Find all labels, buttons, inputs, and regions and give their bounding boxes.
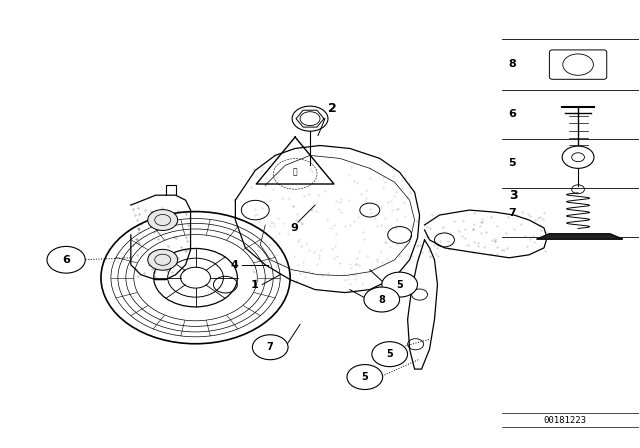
Text: 3: 3 [509,189,518,202]
Text: 5: 5 [387,349,393,359]
Text: 5: 5 [508,158,516,168]
Text: 00181223: 00181223 [544,416,587,425]
Text: 2: 2 [328,102,337,115]
Text: 5: 5 [362,372,368,382]
Text: 1: 1 [250,280,259,289]
Circle shape [47,246,85,273]
Circle shape [364,287,399,312]
Text: 7: 7 [508,208,516,218]
Text: 8: 8 [378,294,385,305]
Circle shape [347,365,383,389]
Text: 8: 8 [508,59,516,69]
Circle shape [148,250,178,270]
Text: 4: 4 [230,260,238,270]
Text: 7: 7 [267,342,273,352]
Circle shape [148,210,178,230]
Circle shape [252,335,288,360]
Polygon shape [537,234,623,239]
Circle shape [372,342,408,366]
Circle shape [562,146,594,168]
Text: 9: 9 [290,223,298,233]
Text: 6: 6 [508,108,516,119]
Text: 6: 6 [62,255,70,265]
Circle shape [382,272,417,297]
Text: 𝗡: 𝗡 [292,167,298,177]
Text: 5: 5 [396,280,403,289]
